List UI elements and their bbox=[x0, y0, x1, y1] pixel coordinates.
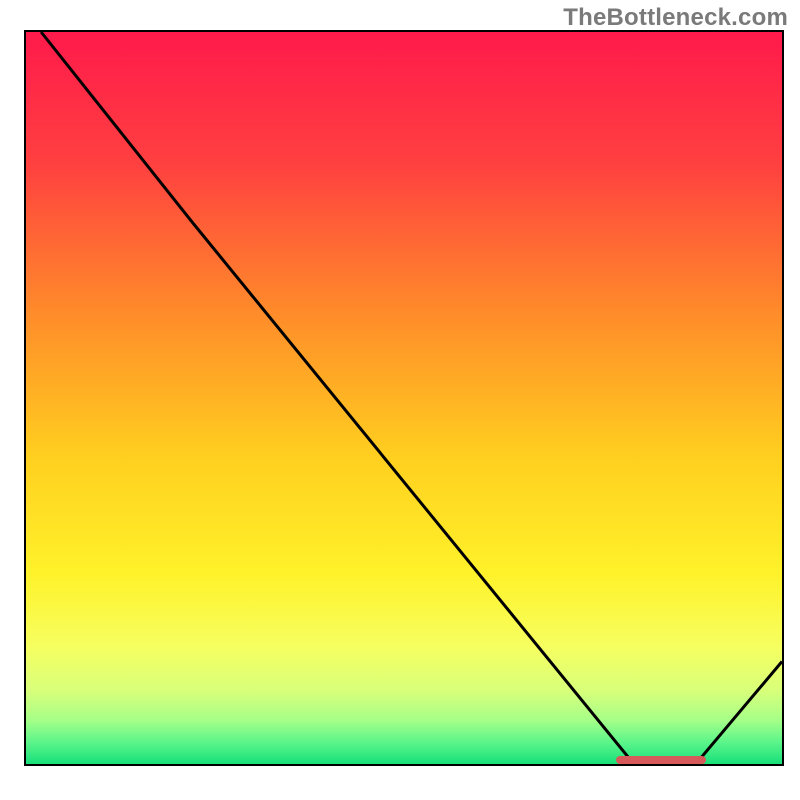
stage: TheBottleneck.com bbox=[0, 0, 800, 800]
bottleneck-curve bbox=[41, 32, 782, 760]
curve-minimum-marker bbox=[616, 756, 707, 764]
curve-layer bbox=[0, 0, 800, 800]
